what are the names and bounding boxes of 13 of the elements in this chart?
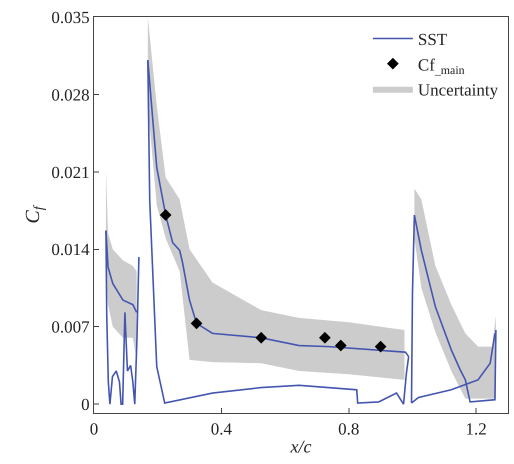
legend-label: SST [418, 30, 448, 50]
y-tick-label: 0.021 [51, 162, 90, 182]
legend-label: Uncertainty [418, 80, 499, 100]
y-tick-label: 0 [81, 395, 90, 414]
y-tick-label: 0.028 [51, 85, 90, 104]
y-tick-label: 0.035 [51, 8, 90, 27]
y-tick-label: 0.014 [51, 240, 90, 260]
y-tick-label: 0.007 [51, 318, 90, 337]
legend-label: Cf$_{_main}$ [418, 55, 465, 77]
x-tick-label: 0.8 [338, 419, 360, 438]
x-axis-title: x/c [290, 436, 312, 456]
x-tick-label: 1.2 [466, 419, 487, 438]
x-tick-label: 0.4 [210, 419, 233, 438]
